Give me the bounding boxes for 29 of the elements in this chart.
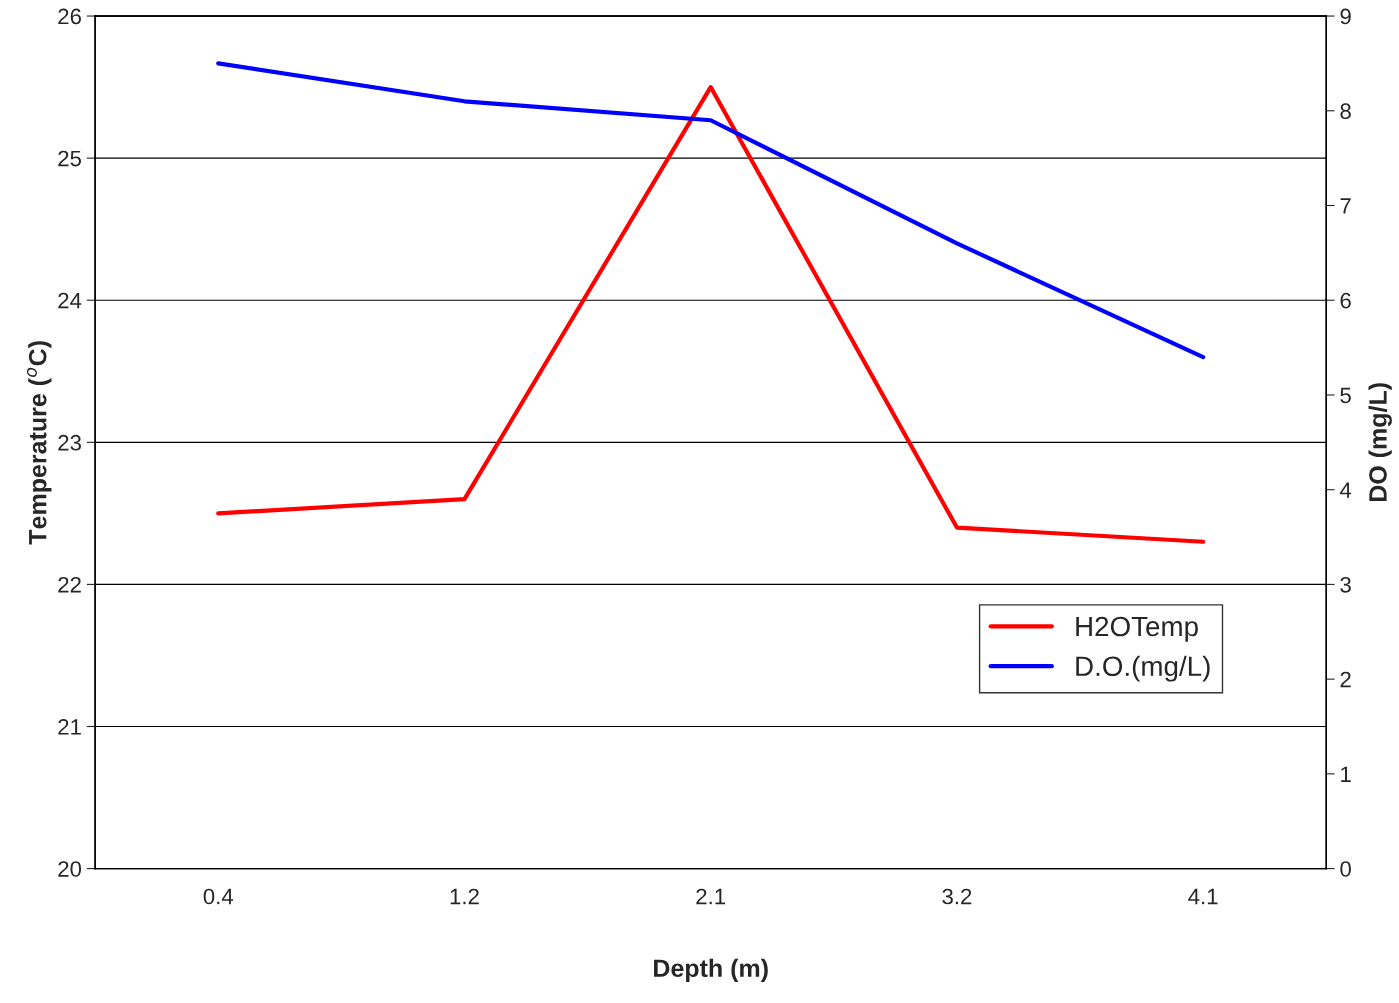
line-series [216,85,1206,544]
y2-tick-label: 0 [1340,861,1351,877]
y2-tick-label: 5 [1340,387,1351,404]
y2-axis-title: DO (mg/L) [1368,383,1392,502]
y2-tick-label: 3 [1340,576,1351,593]
legend-label: H2OTemp [1076,616,1198,642]
y2-tick-label: 1 [1341,766,1351,782]
y-tick-label: 25 [58,150,82,167]
y-axis-title: Temperature ($^{o}$C) [26,341,52,545]
x-tick-label: 0.4 [203,888,234,905]
y2-tick-label: 2 [1340,671,1351,688]
y-tick-label: 22 [58,576,81,593]
y2-tick-label: 7 [1340,198,1351,214]
y2-tick-label: 4 [1339,482,1352,498]
y2-tick-label: 6 [1340,292,1351,309]
y-tick-label: 24 [58,292,82,309]
y-tick-label: 21 [58,719,81,735]
y-tick-label: 23 [58,434,81,451]
y-tick-label: 26 [58,8,81,25]
x-tick-label: 1.2 [450,888,479,905]
x-tick-label: 4.1 [1188,888,1218,905]
line-series [216,61,1206,360]
x-tick-label: 2.1 [696,888,726,905]
x-axis-title: Depth (m) [654,958,768,983]
x-tick-label: 3.2 [942,888,972,905]
y-tick-label: 20 [58,861,82,877]
legend-label: D.O.(mg/L) [1076,655,1210,682]
y2-tick-label: 8 [1340,103,1351,120]
y2-tick-label: 9 [1340,8,1351,25]
